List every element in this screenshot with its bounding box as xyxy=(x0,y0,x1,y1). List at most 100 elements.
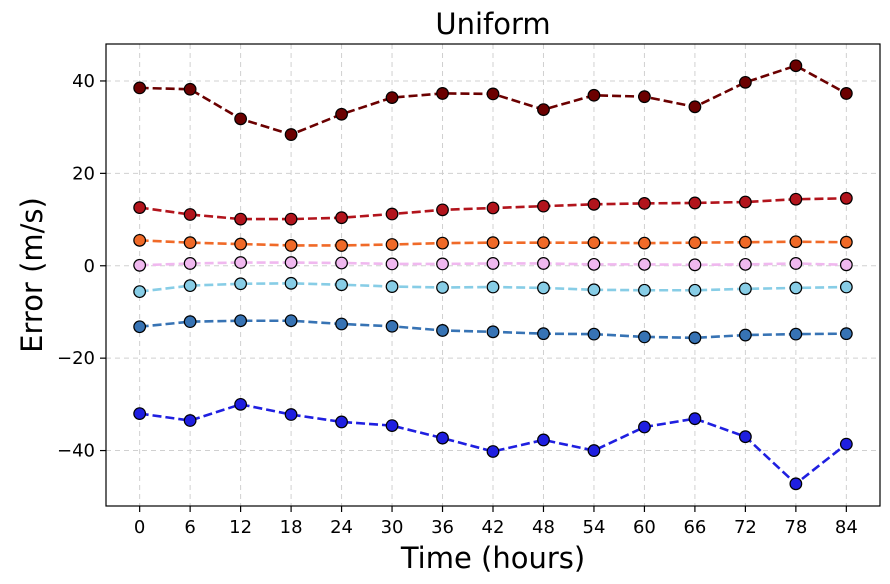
data-point xyxy=(537,103,550,117)
series-group xyxy=(133,59,853,491)
data-point xyxy=(234,277,248,291)
series-3 xyxy=(133,233,853,252)
data-point xyxy=(133,285,147,299)
data-point xyxy=(385,238,399,251)
data-point xyxy=(638,283,651,297)
data-point xyxy=(537,257,550,270)
x-tick-label: 54 xyxy=(583,517,606,538)
data-point xyxy=(234,256,248,269)
data-point xyxy=(638,90,651,104)
data-point xyxy=(385,280,399,293)
data-point xyxy=(385,419,399,433)
data-point xyxy=(638,330,651,344)
data-point xyxy=(789,327,803,341)
data-point xyxy=(789,235,803,249)
data-point xyxy=(436,236,449,250)
data-point xyxy=(688,196,702,210)
data-point xyxy=(133,258,147,272)
data-point xyxy=(789,59,803,73)
data-point xyxy=(234,314,248,328)
data-point xyxy=(183,208,197,221)
data-point xyxy=(284,276,298,290)
data-point xyxy=(183,315,197,329)
x-tick-label: 72 xyxy=(734,517,757,538)
data-point xyxy=(133,81,147,95)
data-point xyxy=(738,195,752,209)
data-point xyxy=(638,257,651,271)
data-point xyxy=(738,282,752,296)
data-point xyxy=(385,257,399,271)
series-line xyxy=(139,403,848,486)
data-point xyxy=(133,233,147,247)
data-point xyxy=(587,257,601,271)
data-point xyxy=(234,237,248,251)
data-point xyxy=(587,88,601,102)
data-point xyxy=(284,239,298,252)
data-point xyxy=(486,325,500,339)
series-1 xyxy=(133,59,853,141)
x-tick-label: 6 xyxy=(184,517,195,538)
y-tick-label: −20 xyxy=(57,348,95,369)
series-4 xyxy=(133,256,853,272)
data-point xyxy=(335,107,348,121)
data-point xyxy=(234,112,248,126)
data-point xyxy=(839,258,853,272)
data-point xyxy=(738,75,752,89)
data-point xyxy=(789,192,803,206)
data-point xyxy=(335,211,348,225)
data-point xyxy=(839,280,853,294)
data-point xyxy=(587,197,601,211)
data-point xyxy=(839,327,853,341)
data-point xyxy=(789,281,803,295)
data-point xyxy=(839,235,853,249)
y-axis-label: Error (m/s) xyxy=(15,197,49,353)
x-tick-label: 84 xyxy=(835,517,858,538)
data-point xyxy=(436,87,449,100)
data-point xyxy=(688,258,702,272)
data-point xyxy=(234,212,248,226)
data-point xyxy=(385,207,399,221)
x-tick-label: 66 xyxy=(683,517,706,538)
data-point xyxy=(183,414,197,427)
plot-frame xyxy=(105,43,881,507)
data-point xyxy=(738,328,752,342)
data-point xyxy=(183,82,197,96)
data-point xyxy=(688,331,702,345)
data-point xyxy=(284,408,298,421)
y-tick-label: 20 xyxy=(72,163,95,184)
data-point xyxy=(537,236,550,250)
data-point xyxy=(688,236,702,250)
x-tick-label: 0 xyxy=(134,517,145,538)
y-axis-ticks: −40 −20 0 20 40 xyxy=(57,71,106,462)
x-tick-label: 60 xyxy=(633,517,656,538)
data-point xyxy=(587,444,601,457)
data-point xyxy=(436,203,449,217)
data-point xyxy=(183,257,197,270)
y-tick-label: 0 xyxy=(84,256,95,277)
x-tick-label: 42 xyxy=(482,517,505,538)
data-point xyxy=(738,235,752,249)
data-point xyxy=(284,128,298,141)
series-7 xyxy=(133,397,853,491)
data-point xyxy=(638,196,651,210)
x-tick-label: 48 xyxy=(532,517,555,538)
x-tick-label: 30 xyxy=(381,517,404,538)
data-point xyxy=(537,433,550,447)
data-point xyxy=(688,100,702,114)
series-6 xyxy=(133,314,853,345)
data-point xyxy=(839,87,853,100)
data-point xyxy=(183,236,197,250)
y-tick-label: 40 xyxy=(72,71,95,92)
y-tick-label: −40 xyxy=(57,441,95,462)
data-point xyxy=(183,279,197,293)
data-point xyxy=(537,199,550,213)
data-point xyxy=(385,91,399,104)
data-point xyxy=(486,257,500,270)
data-point xyxy=(133,407,147,421)
data-point xyxy=(839,191,853,205)
data-point xyxy=(688,283,702,297)
chart-title: Uniform xyxy=(435,7,550,41)
data-point xyxy=(436,257,449,271)
series-2 xyxy=(133,191,853,226)
